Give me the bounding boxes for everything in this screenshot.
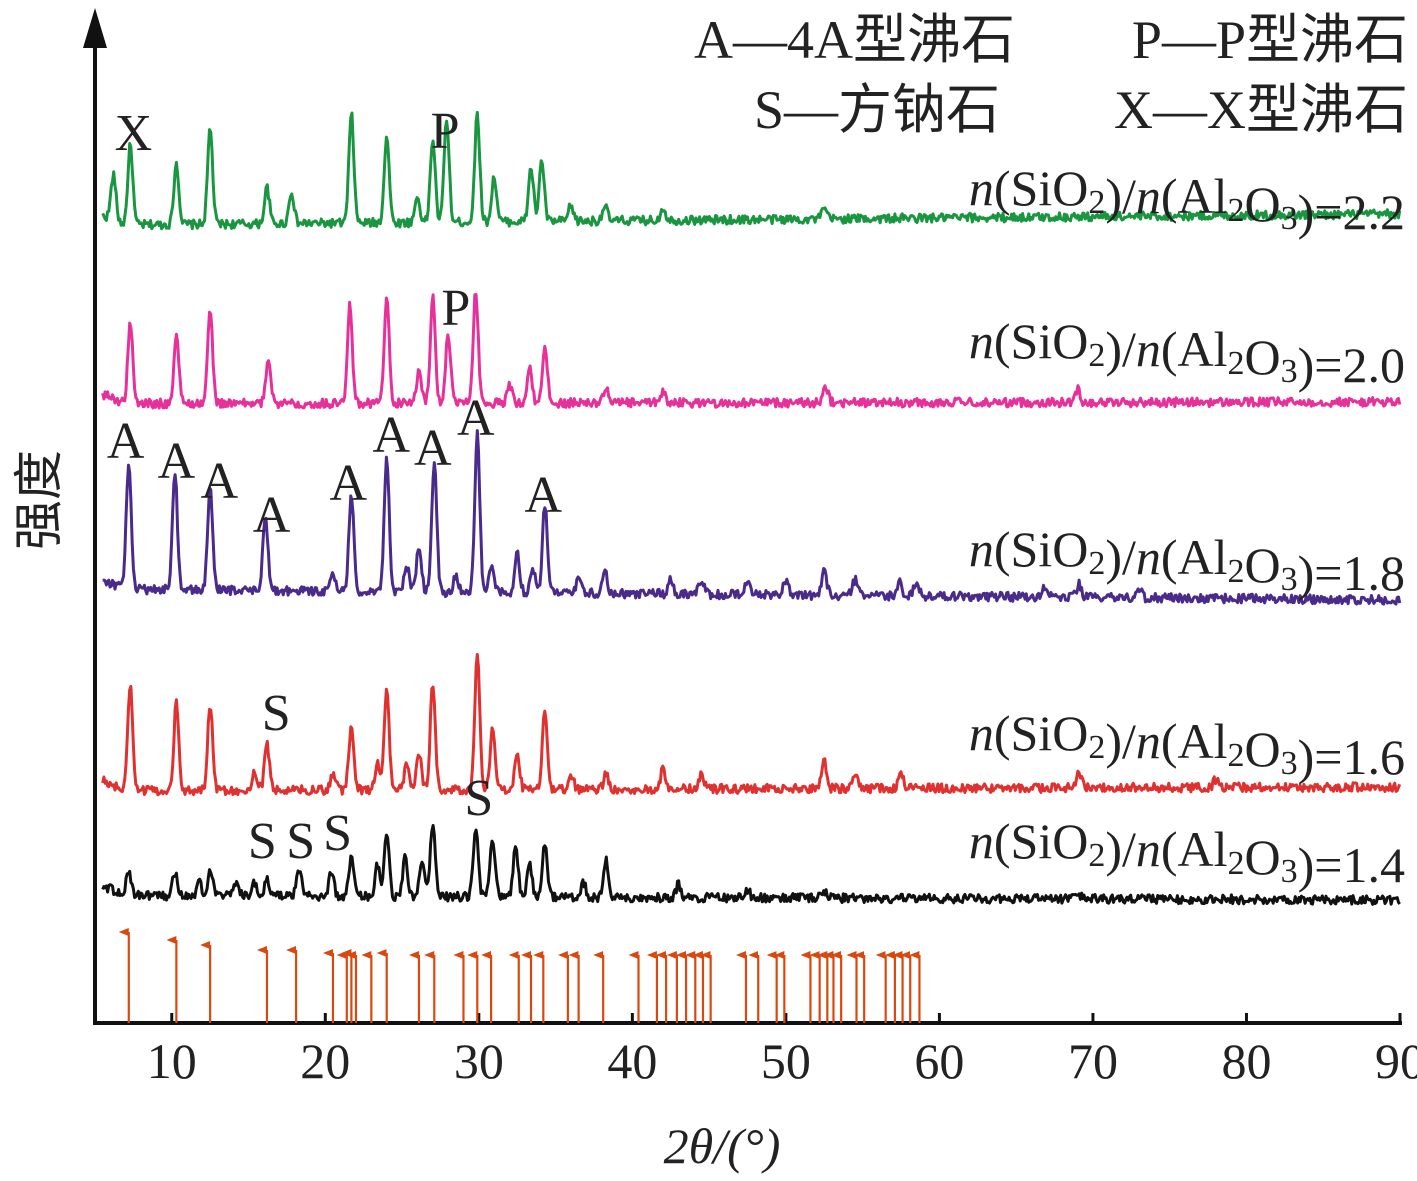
y-axis-title: 强度 bbox=[11, 450, 67, 550]
x-tick-label: 90 bbox=[1375, 1033, 1417, 1089]
peak-label: A bbox=[330, 455, 368, 512]
peak-label: P bbox=[441, 280, 470, 337]
x-tick-label: 10 bbox=[147, 1033, 197, 1089]
peak-label: A bbox=[373, 407, 411, 464]
x-tick-label: 30 bbox=[454, 1033, 504, 1089]
peak-label: P bbox=[431, 103, 460, 160]
peak-label: A bbox=[457, 390, 495, 447]
x-tick-label: 60 bbox=[914, 1033, 964, 1089]
series-line bbox=[101, 293, 1402, 410]
legend-entry-sodalite: S—方钠石 bbox=[754, 80, 1000, 140]
series-line bbox=[101, 824, 1401, 906]
series-labels: n(SiO2)/n(Al2O3)=2.2 n(SiO2)/n(Al2O3)=2.0… bbox=[969, 160, 1405, 893]
peak-label: A bbox=[253, 487, 291, 544]
peak-label: S bbox=[323, 805, 352, 862]
x-tick-label: 20 bbox=[300, 1033, 350, 1089]
x-axis-title: 2θ/(°) bbox=[664, 1118, 781, 1174]
peak-label: S bbox=[286, 813, 315, 870]
reference-lines bbox=[118, 928, 921, 1023]
series-label: n(SiO2)/n(Al2O3)=2.0 bbox=[969, 313, 1405, 393]
series-label: n(SiO2)/n(Al2O3)=1.6 bbox=[969, 705, 1405, 785]
peak-label: S bbox=[464, 770, 493, 827]
peak-label: A bbox=[107, 413, 145, 470]
series-group bbox=[101, 110, 1402, 906]
axes: 10 20 30 40 50 60 70 80 90 2θ/(°) 强度 bbox=[11, 8, 1417, 1174]
series-label: n(SiO2)/n(Al2O3)=2.2 bbox=[969, 160, 1405, 240]
peak-label: A bbox=[414, 420, 452, 477]
x-tick-label: 80 bbox=[1221, 1033, 1271, 1089]
peak-label: A bbox=[158, 433, 196, 490]
legend-entry-4a-zeolite: A—4A型沸石 bbox=[694, 10, 1015, 70]
legend: A—4A型沸石 P—P型沸石 S—方钠石 X—X型沸石 bbox=[694, 10, 1408, 140]
x-tick-labels: 10 20 30 40 50 60 70 80 90 bbox=[147, 1033, 1417, 1089]
x-tick-label: 40 bbox=[607, 1033, 657, 1089]
series-label: n(SiO2)/n(Al2O3)=1.4 bbox=[969, 813, 1405, 893]
peak-label: A bbox=[201, 453, 239, 510]
peak-label: S bbox=[262, 685, 291, 742]
series-line bbox=[101, 653, 1402, 797]
peak-label: X bbox=[115, 105, 153, 162]
legend-entry-x-zeolite: X—X型沸石 bbox=[1114, 80, 1408, 140]
legend-entry-p-zeolite: P—P型沸石 bbox=[1132, 10, 1408, 70]
x-ticks bbox=[170, 1013, 1402, 1023]
x-tick-label: 50 bbox=[761, 1033, 811, 1089]
x-tick-label: 70 bbox=[1068, 1033, 1118, 1089]
series-label: n(SiO2)/n(Al2O3)=1.8 bbox=[969, 521, 1405, 601]
y-axis-arrowhead bbox=[83, 8, 107, 48]
series-line bbox=[101, 110, 1402, 231]
peak-label: A bbox=[525, 467, 563, 524]
peak-label: S bbox=[248, 813, 277, 870]
series-line bbox=[102, 429, 1402, 606]
